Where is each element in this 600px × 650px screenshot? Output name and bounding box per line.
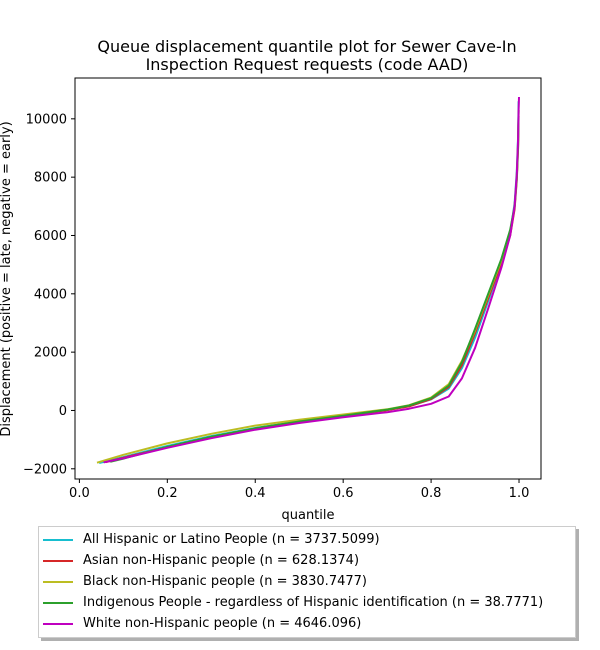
legend-label: Indigenous People - regardless of Hispan… bbox=[83, 595, 544, 610]
y-tick-label: 6000 bbox=[34, 229, 67, 244]
legend-item-4: White non-Hispanic people (n = 4646.096) bbox=[43, 613, 569, 634]
series-line-3 bbox=[109, 110, 520, 463]
series-line-4 bbox=[103, 96, 520, 464]
legend-label: Asian non-Hispanic people (n = 628.1374) bbox=[83, 553, 360, 568]
y-tick-label: 8000 bbox=[34, 171, 67, 186]
legend-label: All Hispanic or Latino People (n = 3737.… bbox=[83, 532, 380, 547]
y-tick-label: −2000 bbox=[23, 462, 67, 477]
y-axis-ticks: −2000 0 2000 4000 6000 8000 10000 bbox=[23, 112, 75, 477]
x-axis-label: quantile bbox=[281, 508, 334, 523]
legend-item-1: Asian non-Hispanic people (n = 628.1374) bbox=[43, 550, 569, 571]
y-tick-label: 10000 bbox=[26, 112, 67, 127]
legend-swatch bbox=[43, 622, 73, 625]
chart-title-line-1: Queue displacement quantile plot for Sew… bbox=[97, 37, 516, 56]
legend-label: White non-Hispanic people (n = 4646.096) bbox=[83, 616, 362, 631]
x-tick-label: 1.0 bbox=[509, 486, 530, 501]
legend-item-2: Black non-Hispanic people (n = 3830.7477… bbox=[43, 571, 569, 592]
legend-swatch bbox=[43, 601, 73, 604]
x-tick-label: 0.2 bbox=[157, 486, 178, 501]
legend-swatch bbox=[43, 538, 73, 541]
y-tick-label: 2000 bbox=[34, 346, 67, 361]
x-tick-label: 0.0 bbox=[69, 486, 90, 501]
chart-legend: All Hispanic or Latino People (n = 3737.… bbox=[38, 526, 576, 638]
legend-swatch bbox=[43, 559, 73, 562]
x-tick-label: 0.6 bbox=[333, 486, 354, 501]
legend-item-0: All Hispanic or Latino People (n = 3737.… bbox=[43, 529, 569, 550]
legend-label: Black non-Hispanic people (n = 3830.7477… bbox=[83, 574, 367, 589]
series-line-0 bbox=[98, 101, 520, 464]
legend-item-3: Indigenous People - regardless of Hispan… bbox=[43, 592, 569, 613]
y-tick-label: 4000 bbox=[34, 287, 67, 302]
y-tick-label: 0 bbox=[59, 404, 67, 419]
plot-area-frame bbox=[74, 77, 542, 480]
y-axis-label: Displacement (positive = late, negative … bbox=[0, 121, 14, 436]
plot-lines bbox=[96, 96, 520, 464]
x-tick-label: 0.8 bbox=[421, 486, 442, 501]
legend-swatch bbox=[43, 580, 73, 583]
series-line-2 bbox=[96, 110, 520, 464]
x-tick-label: 0.4 bbox=[245, 486, 266, 501]
chart-title-line-2: Inspection Request requests (code AAD) bbox=[146, 55, 469, 74]
series-line-1 bbox=[105, 115, 520, 464]
x-axis-ticks: 0.0 0.2 0.4 0.6 0.8 1.0 bbox=[69, 479, 529, 501]
